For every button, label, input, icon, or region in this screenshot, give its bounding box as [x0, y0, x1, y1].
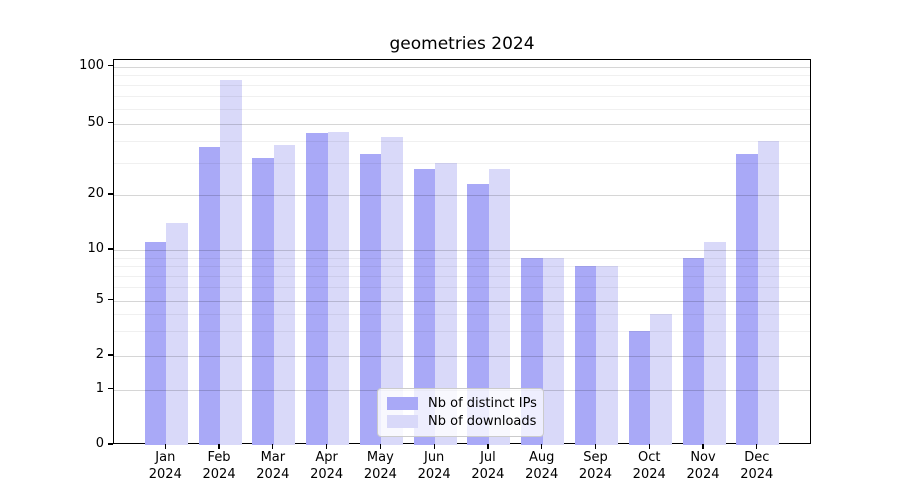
- x-tick-mark: [272, 444, 274, 449]
- x-tick-label: Feb 2024: [202, 450, 236, 482]
- y-tick-label: 100: [79, 57, 104, 73]
- y-tick-label: 0: [95, 436, 104, 451]
- bar-distinct-ips: [252, 158, 274, 445]
- x-tick-label: Jan 2024: [148, 450, 182, 482]
- y-tick-label: 50: [87, 114, 104, 130]
- bar-distinct-ips: [682, 257, 704, 445]
- plot-area: [113, 59, 811, 445]
- legend-swatch-downloads-icon: [387, 415, 418, 429]
- bars-layer: [114, 60, 810, 445]
- bar-downloads: [166, 223, 188, 445]
- bar-downloads: [650, 314, 672, 445]
- x-tick-mark: [594, 444, 597, 449]
- x-tick-mark: [756, 444, 758, 449]
- y-tick-mark: [108, 443, 113, 445]
- x-tick-label: Aug 2024: [525, 450, 559, 482]
- x-tick-label: Nov 2024: [686, 450, 720, 482]
- bar-downloads: [381, 137, 403, 445]
- gridline: [114, 163, 810, 165]
- x-tick-mark: [648, 444, 650, 449]
- gridline: [114, 266, 810, 268]
- legend-label-distinct-ips: Nb of distinct IPs: [428, 395, 537, 411]
- gridline: [114, 95, 810, 97]
- bar-downloads: [488, 168, 511, 445]
- bar-downloads: [435, 163, 457, 445]
- bar-distinct-ips: [574, 266, 597, 445]
- x-tick-label: Jul 2024: [471, 450, 505, 482]
- x-tick-label: Sep 2024: [578, 450, 612, 482]
- legend: Nb of distinct IPs Nb of downloads: [377, 388, 544, 437]
- gridline: [114, 257, 810, 259]
- x-tick-mark: [541, 444, 543, 449]
- legend-item-downloads: Nb of downloads: [387, 414, 537, 430]
- x-tick-label: Dec 2024: [740, 450, 774, 482]
- gridline: [114, 195, 810, 196]
- chart-title: geometries 2024: [389, 34, 535, 54]
- x-tick-mark: [218, 444, 220, 449]
- bar-downloads: [596, 266, 618, 445]
- gridline: [114, 123, 810, 125]
- bar-distinct-ips: [467, 184, 489, 445]
- bar-distinct-ips: [736, 153, 758, 445]
- y-tick-mark: [108, 121, 113, 124]
- legend-swatch-distinct-ips-icon: [387, 396, 418, 410]
- gridline: [114, 66, 810, 68]
- gridline: [114, 287, 810, 289]
- y-tick-label: 20: [87, 186, 104, 201]
- gridline: [114, 275, 810, 277]
- y-tick-mark: [108, 193, 113, 195]
- y-tick-label: 5: [95, 291, 104, 307]
- bar-downloads: [704, 242, 726, 445]
- bar-distinct-ips: [628, 331, 651, 445]
- bar-downloads: [542, 257, 565, 445]
- bar-downloads: [273, 144, 296, 445]
- x-tick-label: Mar 2024: [256, 450, 290, 482]
- x-tick-mark: [164, 444, 166, 449]
- bar-distinct-ips: [144, 242, 167, 445]
- x-tick-mark: [702, 444, 704, 449]
- grid-layer: [114, 60, 810, 443]
- bar-downloads: [757, 140, 780, 445]
- bar-distinct-ips: [413, 168, 436, 445]
- gridline: [114, 140, 810, 142]
- y-tick-label: 2: [95, 347, 104, 362]
- x-tick-label: Oct 2024: [632, 450, 666, 482]
- y-tick-mark: [108, 354, 113, 356]
- x-tick-mark: [433, 444, 435, 449]
- bar-downloads: [220, 79, 242, 445]
- x-tick-label: Apr 2024: [310, 450, 344, 482]
- bar-distinct-ips: [359, 153, 382, 445]
- gridline: [114, 108, 810, 110]
- y-tick-mark: [108, 298, 113, 301]
- y-tick-mark: [108, 64, 113, 67]
- legend-item-distinct-ips: Nb of distinct IPs: [387, 395, 537, 411]
- bar-downloads: [327, 131, 350, 445]
- x-tick-mark: [487, 444, 489, 449]
- gridline: [114, 356, 810, 357]
- bar-distinct-ips: [306, 133, 328, 445]
- x-tick-label: May 2024: [363, 450, 397, 482]
- gridline: [114, 84, 810, 86]
- gridline: [114, 314, 810, 316]
- x-tick-mark: [379, 444, 381, 449]
- y-tick-mark: [108, 248, 113, 250]
- bar-distinct-ips: [198, 146, 221, 445]
- x-tick-mark: [326, 444, 328, 449]
- gridline: [114, 331, 810, 333]
- x-tick-label: Jun 2024: [417, 450, 451, 482]
- legend-label-downloads: Nb of downloads: [428, 414, 537, 430]
- gridline: [114, 300, 810, 302]
- y-tick-label: 10: [87, 241, 104, 256]
- gridline: [114, 250, 810, 251]
- gridline: [114, 75, 810, 77]
- y-tick-mark: [108, 387, 113, 390]
- y-tick-label: 1: [95, 380, 104, 396]
